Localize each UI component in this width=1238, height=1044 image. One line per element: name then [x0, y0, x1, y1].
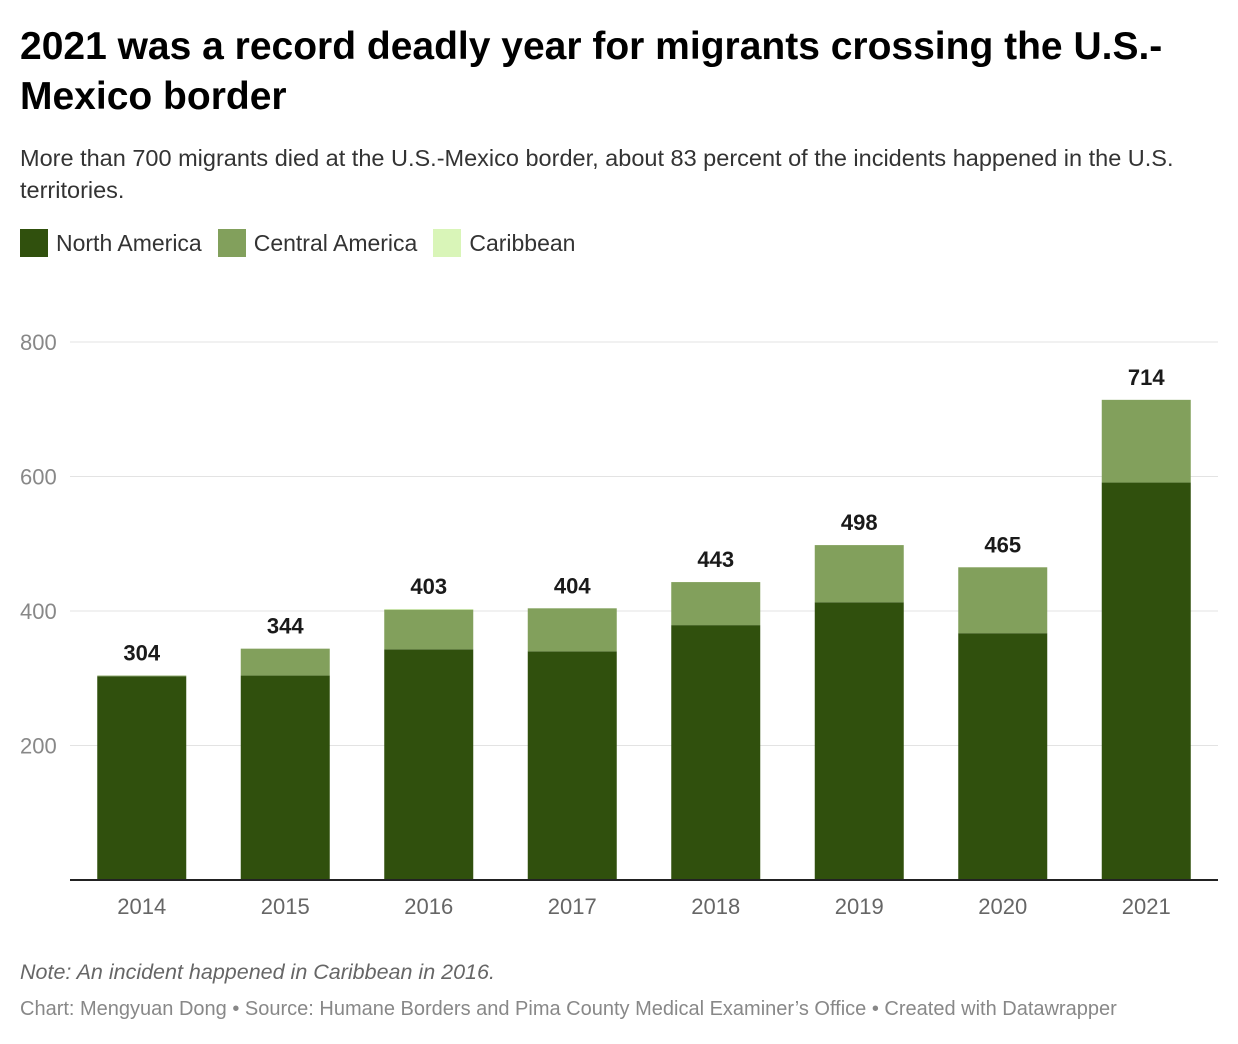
- bar-2018-central-america: [671, 582, 761, 626]
- legend-swatch-central-america: [217, 229, 246, 257]
- y-tick-label-400: 400: [20, 599, 57, 624]
- data-label-2015: 344: [267, 614, 304, 639]
- bar-2021-central-america: [1101, 399, 1191, 483]
- bar-2021-north-america: [1101, 482, 1191, 880]
- bar-2015-north-america: [240, 675, 330, 880]
- y-tick-label-800: 800: [20, 330, 57, 355]
- y-tick-label-200: 200: [20, 734, 57, 759]
- bar-2016-caribbean: [384, 608, 474, 610]
- bar-2017-central-america: [527, 608, 617, 652]
- legend-label-north-america: North America: [56, 229, 202, 256]
- x-tick-label-2020: 2020: [978, 894, 1027, 919]
- data-label-2016: 403: [410, 574, 447, 599]
- x-tick-label-2021: 2021: [1122, 894, 1171, 919]
- bar-2016-central-america: [384, 609, 474, 650]
- chart-subtitle: More than 700 migrants died at the U.S.-…: [20, 145, 1174, 203]
- x-tick-label-2014: 2014: [117, 894, 166, 919]
- chart-title: 2021 was a record deadly year for migran…: [20, 25, 1163, 118]
- x-tick-label-2019: 2019: [835, 894, 884, 919]
- legend-swatch-north-america: [20, 229, 48, 257]
- data-label-2018: 443: [697, 547, 734, 572]
- bar-2018-north-america: [671, 625, 761, 880]
- bar-2014-north-america: [97, 676, 187, 880]
- x-tick-label-2017: 2017: [548, 894, 597, 919]
- bar-2017-north-america: [527, 651, 617, 880]
- bar-2020-central-america: [958, 567, 1048, 634]
- bar-2016-north-america: [384, 649, 474, 880]
- data-label-2021: 714: [1128, 365, 1165, 390]
- data-label-2014: 304: [123, 641, 160, 666]
- legend-label-central-america: Central America: [253, 229, 418, 256]
- legend-item-central-america: Central America: [217, 229, 418, 257]
- chart-credit: Chart: Mengyuan Dong • Source: Humane Bo…: [20, 998, 1117, 1020]
- legend-item-caribbean: Caribbean: [433, 229, 575, 257]
- x-tick-label-2016: 2016: [404, 894, 453, 919]
- bar-2019-north-america: [814, 602, 904, 880]
- x-tick-label-2015: 2015: [261, 894, 310, 919]
- bar-2015-central-america: [240, 648, 330, 676]
- y-tick-label-600: 600: [20, 465, 57, 490]
- data-label-2017: 404: [554, 573, 591, 598]
- legend: North America Central America Caribbean: [20, 229, 591, 257]
- bar-2014-central-america: [97, 675, 187, 677]
- data-label-2019: 498: [841, 510, 878, 535]
- legend-swatch-caribbean: [433, 229, 462, 257]
- bar-chart: 200 400 600 800 304 2014 344 2015 403 2016 404 2017…: [20, 330, 1218, 919]
- data-label-2020: 465: [984, 532, 1021, 557]
- bar-2020-north-america: [958, 633, 1048, 880]
- chart-note: Note: An incident happened in Caribbean …: [20, 960, 495, 984]
- legend-label-caribbean: Caribbean: [469, 229, 576, 256]
- legend-item-north-america: North America: [20, 229, 202, 257]
- x-tick-label-2018: 2018: [691, 894, 740, 919]
- bar-2019-central-america: [814, 545, 904, 603]
